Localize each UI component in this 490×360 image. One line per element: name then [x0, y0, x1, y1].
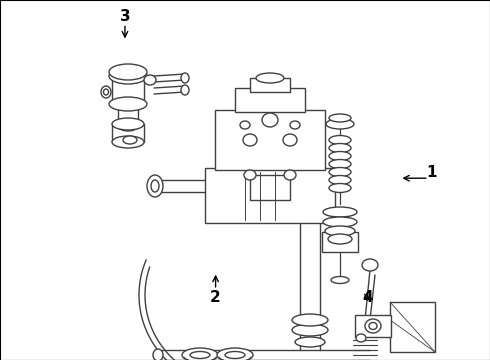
Ellipse shape — [328, 234, 352, 244]
Ellipse shape — [181, 73, 189, 83]
Ellipse shape — [329, 175, 351, 184]
Bar — [250, 78, 290, 92]
Ellipse shape — [329, 159, 351, 168]
Text: 1: 1 — [426, 165, 437, 180]
Ellipse shape — [118, 121, 138, 131]
Ellipse shape — [283, 134, 297, 146]
Ellipse shape — [329, 135, 351, 144]
Ellipse shape — [109, 68, 147, 84]
Text: 3: 3 — [120, 9, 130, 24]
Bar — [235, 88, 305, 112]
Ellipse shape — [109, 97, 147, 111]
Bar — [390, 302, 435, 352]
Bar — [118, 104, 138, 126]
Ellipse shape — [323, 217, 357, 227]
Ellipse shape — [262, 113, 278, 127]
Ellipse shape — [325, 226, 355, 236]
Ellipse shape — [181, 85, 189, 95]
Ellipse shape — [182, 348, 218, 360]
Text: 4: 4 — [362, 289, 373, 305]
Ellipse shape — [290, 121, 300, 129]
Ellipse shape — [225, 351, 245, 359]
Ellipse shape — [292, 314, 328, 326]
Ellipse shape — [323, 207, 357, 217]
Ellipse shape — [217, 348, 253, 360]
Ellipse shape — [356, 334, 366, 342]
Ellipse shape — [112, 136, 144, 148]
Ellipse shape — [362, 259, 378, 271]
Ellipse shape — [147, 175, 163, 197]
Bar — [112, 76, 144, 104]
Ellipse shape — [329, 144, 351, 153]
Ellipse shape — [243, 134, 257, 146]
Ellipse shape — [240, 121, 250, 129]
Ellipse shape — [151, 180, 159, 192]
Ellipse shape — [365, 319, 381, 333]
Ellipse shape — [326, 119, 354, 129]
Ellipse shape — [256, 73, 284, 83]
Ellipse shape — [295, 337, 325, 347]
Ellipse shape — [109, 64, 147, 80]
Bar — [205, 168, 335, 223]
Bar — [322, 232, 358, 252]
Bar — [112, 124, 144, 142]
Ellipse shape — [144, 75, 156, 85]
Bar — [250, 175, 290, 200]
Ellipse shape — [292, 324, 328, 336]
Ellipse shape — [123, 136, 137, 144]
Ellipse shape — [244, 170, 256, 180]
Ellipse shape — [331, 276, 349, 284]
Bar — [215, 110, 325, 170]
Ellipse shape — [329, 114, 351, 122]
Ellipse shape — [329, 184, 351, 193]
Ellipse shape — [112, 118, 144, 130]
Ellipse shape — [329, 167, 351, 176]
Bar — [355, 315, 391, 337]
Ellipse shape — [153, 349, 163, 360]
Ellipse shape — [101, 86, 111, 98]
Text: 2: 2 — [210, 289, 221, 305]
Ellipse shape — [329, 152, 351, 161]
Ellipse shape — [190, 351, 210, 359]
Ellipse shape — [369, 323, 377, 329]
Ellipse shape — [103, 89, 108, 95]
Ellipse shape — [284, 170, 296, 180]
